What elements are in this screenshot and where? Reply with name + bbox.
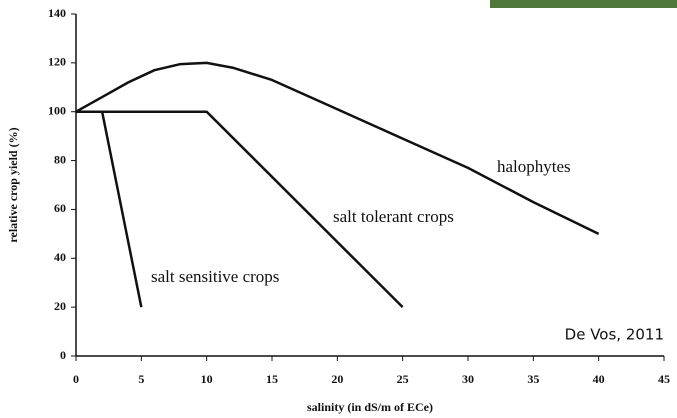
x-tick-label: 30: [462, 372, 474, 386]
series-line: [76, 112, 141, 307]
y-tick-label: 20: [54, 299, 66, 313]
x-tick-label: 35: [527, 372, 539, 386]
x-tick-label: 20: [331, 372, 343, 386]
x-tick-label: 40: [593, 372, 605, 386]
y-tick-label: 80: [54, 152, 66, 166]
photo-thumbnail: [490, 0, 677, 8]
y-tick-label: 0: [60, 348, 66, 362]
x-tick-label: 5: [138, 372, 144, 386]
x-tick-label: 15: [266, 372, 278, 386]
chart: salinity (in dS/m of ECe) relative crop …: [0, 0, 677, 418]
x-tick-label: 0: [73, 372, 79, 386]
y-tick-label: 120: [48, 55, 66, 69]
y-axis-title: relative crop yield (%): [6, 127, 20, 242]
y-tick-label: 100: [48, 103, 66, 117]
y-tick-label: 40: [54, 250, 66, 264]
x-tick-label: 25: [397, 372, 409, 386]
x-axis-title: salinity (in dS/m of ECe): [307, 400, 433, 414]
series-label: salt tolerant crops: [333, 207, 454, 226]
credit: De Vos, 2011: [565, 326, 664, 344]
x-tick-label: 45: [658, 372, 670, 386]
x-tick-label: 10: [201, 372, 213, 386]
y-tick-label: 60: [54, 201, 66, 215]
page: {"chart_data": {"type": "line", "x_label…: [0, 0, 677, 418]
series-label: salt sensitive crops: [151, 267, 279, 286]
series-label: halophytes: [497, 157, 571, 176]
y-tick-label: 140: [48, 6, 66, 20]
